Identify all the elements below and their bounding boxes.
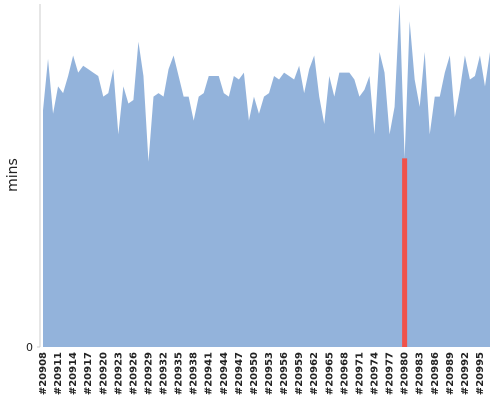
x-tick-label: #20908 bbox=[38, 352, 49, 395]
x-tick-label: #20944 bbox=[219, 352, 230, 395]
y-axis-label: mins bbox=[5, 158, 21, 192]
x-tick-label: #20956 bbox=[279, 352, 290, 395]
x-tick-label: #20932 bbox=[159, 352, 170, 395]
y-tick-label: 0 bbox=[26, 341, 33, 354]
x-tick-label: #20992 bbox=[460, 352, 471, 395]
highlight-bar bbox=[402, 158, 408, 347]
x-tick-label: #20935 bbox=[174, 352, 185, 395]
x-tick-label: #20977 bbox=[385, 352, 396, 395]
x-tick-label: #20965 bbox=[324, 352, 335, 395]
x-tick-label: #20920 bbox=[98, 352, 109, 395]
area bbox=[43, 4, 490, 347]
x-tick-label: #20941 bbox=[204, 352, 215, 395]
x-tick-label: #20968 bbox=[339, 352, 350, 395]
x-tick-label: #20926 bbox=[128, 352, 139, 395]
x-tick-label: #20971 bbox=[354, 352, 365, 395]
x-tick-label: #20962 bbox=[309, 352, 320, 395]
x-tick-label: #20986 bbox=[430, 352, 441, 395]
x-tick-label: #20929 bbox=[143, 352, 154, 395]
x-tick-label: #20947 bbox=[234, 352, 245, 395]
x-tick-label: #20995 bbox=[475, 352, 486, 395]
x-tick-label: #20914 bbox=[68, 352, 79, 395]
x-tick-label: #20959 bbox=[294, 352, 305, 395]
x-tick-label: #20980 bbox=[400, 352, 411, 395]
x-tick-label: #20953 bbox=[264, 352, 275, 395]
x-tick-label: #20917 bbox=[83, 352, 94, 395]
x-tick-label: #20950 bbox=[249, 352, 260, 395]
x-tick-label: #20923 bbox=[113, 352, 124, 395]
x-tick-label: #20938 bbox=[189, 352, 200, 395]
x-tick-label: #20974 bbox=[369, 352, 380, 395]
x-tick-label: #20911 bbox=[53, 352, 64, 395]
x-tick-label: #20989 bbox=[445, 352, 456, 395]
x-tick-label: #20983 bbox=[415, 352, 426, 395]
